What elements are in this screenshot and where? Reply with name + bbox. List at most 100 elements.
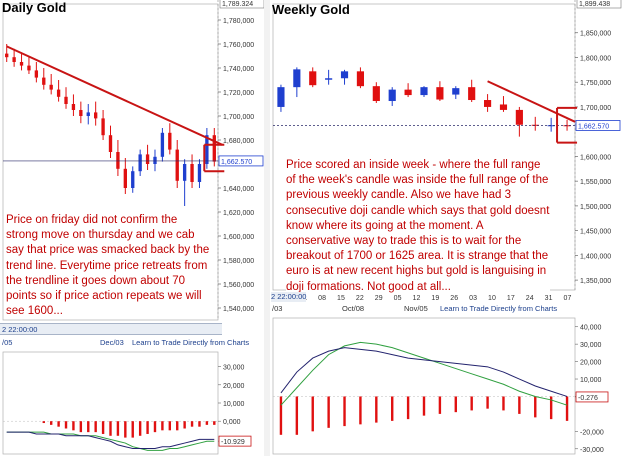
daily-macd-tick-label: 20,000 xyxy=(223,383,245,390)
daily-learn-link[interactable]: Learn to Trade Directly from Charts xyxy=(132,338,250,347)
daily-macd-value-box xyxy=(218,435,252,447)
weekly-macd-histogram-bar xyxy=(375,396,378,423)
daily-xaxis-month: Dec/03 xyxy=(100,338,124,347)
daily-macd-histogram-bar xyxy=(57,421,60,427)
daily-candle-body xyxy=(175,149,179,181)
weekly-candle-body xyxy=(484,100,492,107)
weekly-top-price-label: 1,899.438 xyxy=(579,1,610,8)
daily-candle-body xyxy=(108,135,113,152)
daily-candle-body xyxy=(197,164,202,182)
weekly-macd-tick-label: 30,000 xyxy=(580,342,602,349)
weekly-xaxis-month-2: Nov/05 xyxy=(404,304,428,313)
daily-ytick-label: 1,640,000 xyxy=(223,186,254,193)
weekly-candle-body xyxy=(563,125,571,127)
weekly-candle-body xyxy=(452,88,460,95)
weekly-xtick-label: 19 xyxy=(431,295,439,302)
weekly-macd-histogram-bar xyxy=(502,396,505,411)
daily-candle-body xyxy=(71,104,76,110)
daily-macd-histogram-bar xyxy=(176,421,179,431)
daily-macd-histogram-bar xyxy=(131,421,134,438)
daily-macd-histogram-bar xyxy=(161,421,164,431)
weekly-ytick-label: 1,750,000 xyxy=(580,80,611,87)
weekly-ytick-label: 1,350,000 xyxy=(580,278,611,285)
weekly-candle-body xyxy=(436,87,444,100)
weekly-candle-body xyxy=(293,69,301,88)
weekly-ytick-label: 1,450,000 xyxy=(580,229,611,236)
weekly-macd-histogram-bar xyxy=(486,396,489,409)
daily-current-price-label: 1,662.570 xyxy=(221,159,252,166)
weekly-chart-panel: 1,850,000 1,800,000 1,750,000 1,700,000 1,60… xyxy=(270,0,625,456)
daily-candle-body xyxy=(101,118,105,136)
daily-ytick-label: 1,760,000 xyxy=(223,42,254,49)
daily-axis-left-label: /05 xyxy=(2,338,13,347)
weekly-candle-body xyxy=(277,87,285,107)
daily-candle-body xyxy=(145,154,150,164)
daily-macd-histogram-bar xyxy=(64,421,68,429)
weekly-xtick-label: 08 xyxy=(318,295,326,302)
weekly-xtick-label: 17 xyxy=(507,295,515,302)
daily-macd-signal-line xyxy=(6,431,215,451)
daily-macd-histogram-bar xyxy=(213,421,216,425)
weekly-candle-body xyxy=(372,86,380,102)
daily-macd-tick-label: 0,000 xyxy=(223,419,241,426)
daily-macd-histogram-bar xyxy=(205,421,209,425)
daily-macd-histogram-bar xyxy=(49,421,53,425)
daily-xaxis-strip: 2 22:00:00 xyxy=(0,323,222,335)
daily-candle-body xyxy=(153,156,157,164)
daily-candle-body xyxy=(212,135,216,162)
weekly-candle-body xyxy=(356,71,364,87)
weekly-candle-body xyxy=(325,78,333,80)
daily-macd-histogram-bar xyxy=(124,421,127,438)
daily-macd-histogram-bar xyxy=(153,421,157,433)
daily-macd-histogram-bar xyxy=(138,421,142,436)
daily-ytick-label: 1,740,000 xyxy=(223,66,254,73)
weekly-xtick-label: 31 xyxy=(545,295,553,302)
weekly-macd-histogram-bar xyxy=(549,396,553,420)
daily-candle-body xyxy=(79,110,83,116)
weekly-current-price-label: 1,662.570 xyxy=(578,123,609,130)
weekly-xtick-label: 03 xyxy=(469,295,477,302)
daily-candle-body xyxy=(190,164,194,182)
weekly-candle-body xyxy=(515,109,523,125)
weekly-macd-histogram-bar xyxy=(565,396,569,421)
daily-macd-frame xyxy=(2,351,219,455)
weekly-macd-histogram-bar xyxy=(438,396,442,414)
weekly-learn-link[interactable]: Learn to Trade Directly from Charts xyxy=(440,304,558,313)
weekly-xtick-label: 26 xyxy=(450,295,458,302)
weekly-top-price-box xyxy=(576,0,622,9)
weekly-ytick-label: 1,800,000 xyxy=(580,55,611,62)
daily-macd-tick-label: 10,000 xyxy=(223,401,245,408)
daily-ytick-label: 1,720,000 xyxy=(223,90,254,97)
weekly-xtick-label: 10 xyxy=(488,295,496,302)
daily-candle-body xyxy=(19,62,24,66)
weekly-candle-body xyxy=(531,124,539,126)
weekly-axis-left-label: /03 xyxy=(272,304,283,313)
weekly-ytick-label: 1,850,000 xyxy=(580,31,611,38)
weekly-macd-histogram-bar xyxy=(406,396,410,420)
daily-ytick-label: 1,540,000 xyxy=(223,306,254,313)
weekly-xtick-label: 12 xyxy=(413,295,421,302)
weekly-macd-histogram-bar xyxy=(311,396,314,432)
weekly-macd-histogram-bar xyxy=(327,396,330,428)
daily-candle-body xyxy=(49,84,53,90)
panel-gutter xyxy=(264,0,270,456)
daily-candle-body xyxy=(138,154,142,172)
daily-candle-body xyxy=(168,132,172,150)
daily-candle-body xyxy=(116,152,120,169)
weekly-macd-tick-label: 10,000 xyxy=(580,377,602,384)
daily-candle-body xyxy=(86,112,90,116)
weekly-macd-histogram-bar xyxy=(470,396,473,411)
weekly-chart-note: Price scored an inside week - where the … xyxy=(286,158,550,295)
weekly-candle-body xyxy=(499,104,508,110)
daily-top-price-label: 1,789.324 xyxy=(222,1,253,8)
daily-candle-body xyxy=(27,65,31,71)
weekly-macd-histogram-bar xyxy=(343,396,346,427)
weekly-macd-tick-label: -20,000 xyxy=(580,429,604,436)
daily-candle-body xyxy=(12,57,16,62)
weekly-macd-histogram-bar xyxy=(454,396,457,413)
daily-ytick-label: 1,680,000 xyxy=(223,138,254,145)
daily-trendline xyxy=(6,45,223,146)
daily-macd-histogram-bar xyxy=(87,421,90,433)
weekly-xaxis-start: 2 22:00:00 xyxy=(271,292,307,302)
weekly-macd-frame xyxy=(272,317,576,455)
